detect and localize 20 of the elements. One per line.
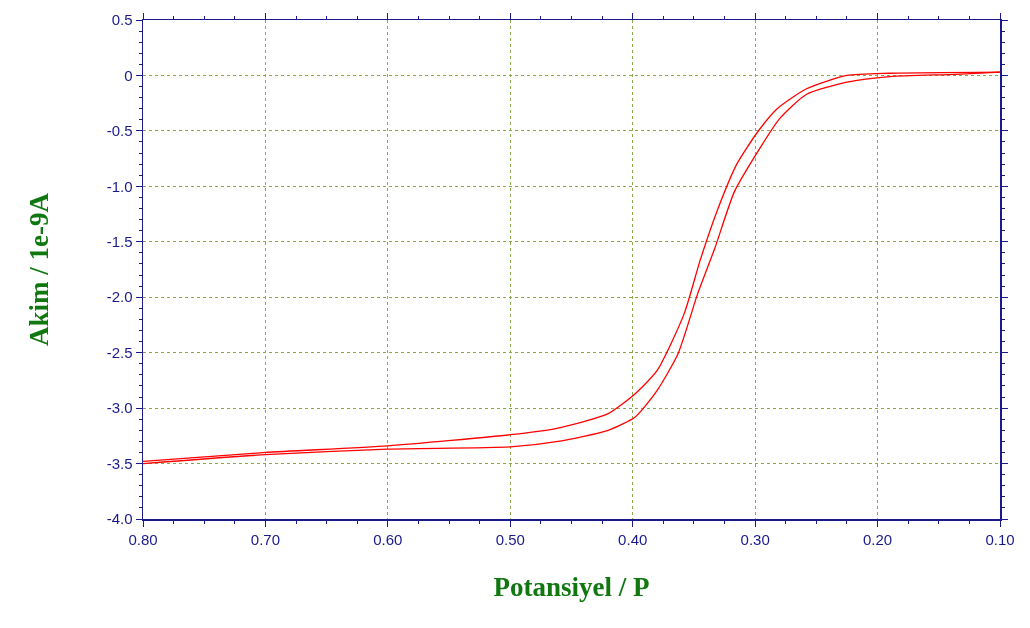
y-tick-label: -2.0 (106, 288, 133, 306)
x-tick-label: 0.70 (250, 530, 281, 548)
x-tick-label: 0.60 (373, 530, 403, 548)
y-axis-title: Akim / 1e-9A (23, 192, 54, 346)
x-tick-label: 0.20 (862, 530, 893, 548)
y-tick-label: -4.0 (106, 510, 133, 528)
x-tick-label: 0.40 (618, 530, 648, 548)
y-tick-label: -0.5 (106, 122, 133, 140)
x-tick-label: 0.80 (128, 530, 158, 548)
x-tick-label: 0.50 (495, 530, 525, 548)
y-tick-label: -1.0 (106, 177, 133, 195)
x-axis-title: Potansiyel / P (493, 571, 650, 602)
y-tick-label: -3.5 (106, 454, 133, 472)
x-tick-label: 0.10 (985, 530, 1015, 548)
y-tick-label: 0 (124, 66, 133, 84)
x-tick-label: 0.30 (740, 530, 770, 548)
y-tick-label: 0.5 (111, 11, 133, 29)
y-tick-label: -2.5 (106, 343, 133, 361)
y-tick-label: -1.5 (106, 233, 133, 251)
y-tick-label: -3.0 (106, 399, 133, 417)
